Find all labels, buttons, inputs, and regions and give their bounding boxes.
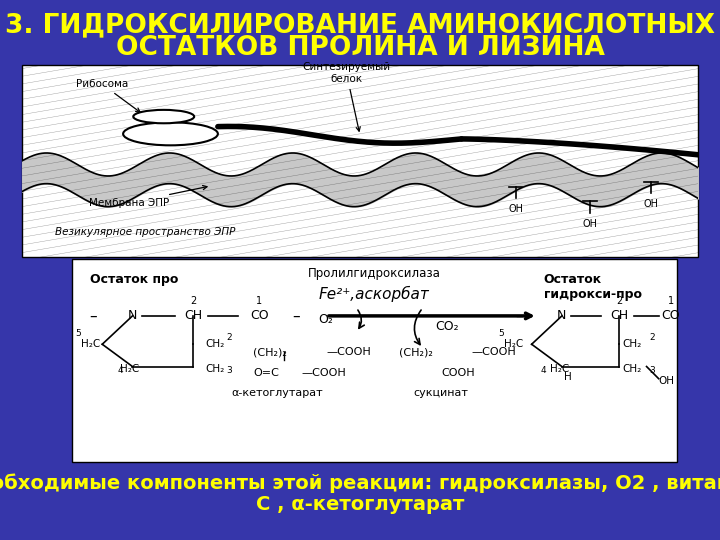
Text: OH: OH bbox=[659, 376, 675, 386]
Text: ОСТАТКОВ ПРОЛИНА И ЛИЗИНА: ОСТАТКОВ ПРОЛИНА И ЛИЗИНА bbox=[116, 35, 604, 61]
Text: H₂C: H₂C bbox=[81, 339, 100, 349]
Text: H₂C: H₂C bbox=[550, 363, 569, 374]
Text: CH₂: CH₂ bbox=[622, 339, 642, 349]
Text: CH: CH bbox=[611, 309, 629, 322]
Text: 4: 4 bbox=[541, 366, 546, 375]
Text: OH: OH bbox=[644, 199, 659, 209]
Ellipse shape bbox=[123, 123, 218, 145]
Text: H: H bbox=[564, 372, 572, 382]
Text: Синтезируемый
белок: Синтезируемый белок bbox=[302, 62, 390, 131]
Text: Остаток про: Остаток про bbox=[90, 273, 179, 286]
Text: OH: OH bbox=[508, 204, 523, 214]
Text: Fe²⁺,аскорбат: Fe²⁺,аскорбат bbox=[319, 286, 430, 302]
Text: COOH: COOH bbox=[441, 368, 474, 377]
Text: (CH₂)₂: (CH₂)₂ bbox=[399, 347, 433, 357]
Text: H₂C: H₂C bbox=[120, 363, 140, 374]
Text: 3: 3 bbox=[649, 366, 655, 375]
Text: CH₂: CH₂ bbox=[205, 363, 225, 374]
Text: (CH₂)₂: (CH₂)₂ bbox=[253, 347, 287, 357]
Text: 3. ГИДРОКСИЛИРОВАНИЕ АМИНОКИСЛОТНЫХ: 3. ГИДРОКСИЛИРОВАНИЕ АМИНОКИСЛОТНЫХ bbox=[5, 12, 715, 38]
Text: CH₂: CH₂ bbox=[205, 339, 225, 349]
Text: Рибосома: Рибосома bbox=[76, 79, 140, 112]
Text: CH₂: CH₂ bbox=[622, 363, 642, 374]
Text: O=C: O=C bbox=[253, 368, 279, 377]
Text: 5: 5 bbox=[75, 329, 81, 338]
Text: 5: 5 bbox=[498, 329, 504, 338]
Text: –: – bbox=[292, 308, 300, 323]
Text: 2: 2 bbox=[616, 296, 623, 306]
Text: 4: 4 bbox=[117, 366, 123, 375]
Text: 3: 3 bbox=[226, 366, 232, 375]
Text: С , α-кетоглутарат: С , α-кетоглутарат bbox=[256, 495, 464, 514]
Text: Пролилгидроксилаза: Пролилгидроксилаза bbox=[308, 267, 441, 280]
Text: –: – bbox=[89, 308, 97, 323]
Text: O₂: O₂ bbox=[318, 313, 333, 327]
Text: Мембрана ЭПР: Мембрана ЭПР bbox=[89, 186, 207, 208]
Text: OH: OH bbox=[582, 219, 598, 228]
Text: 2: 2 bbox=[190, 296, 196, 306]
Text: —COOH: —COOH bbox=[326, 347, 371, 357]
Text: сукцинат: сукцинат bbox=[413, 388, 469, 398]
Ellipse shape bbox=[133, 110, 194, 123]
Text: CO: CO bbox=[662, 309, 680, 322]
Bar bbox=[22, 65, 698, 256]
Text: 1: 1 bbox=[667, 296, 674, 306]
Text: N: N bbox=[557, 309, 567, 322]
Text: CO: CO bbox=[250, 309, 269, 322]
Text: CH: CH bbox=[184, 309, 202, 322]
Text: 2: 2 bbox=[649, 333, 655, 342]
Text: CO₂: CO₂ bbox=[435, 320, 459, 333]
Text: α-кетоглутарат: α-кетоглутарат bbox=[232, 388, 323, 398]
Text: 2: 2 bbox=[226, 333, 232, 342]
Text: Необходимые компоненты этой реакции: гидроксилазы, О2 , витамин: Необходимые компоненты этой реакции: гид… bbox=[0, 473, 720, 493]
Text: 1: 1 bbox=[256, 296, 263, 306]
Text: Остаток
гидрокси-про: Остаток гидрокси-про bbox=[544, 273, 642, 301]
Text: Везикулярное пространство ЭПР: Везикулярное пространство ЭПР bbox=[55, 227, 236, 237]
Text: —COOH: —COOH bbox=[302, 368, 346, 377]
Text: –: – bbox=[516, 308, 523, 323]
Text: N: N bbox=[127, 309, 138, 322]
Bar bbox=[72, 259, 677, 462]
Text: H₂C: H₂C bbox=[504, 339, 523, 349]
Text: —COOH: —COOH bbox=[471, 347, 516, 357]
